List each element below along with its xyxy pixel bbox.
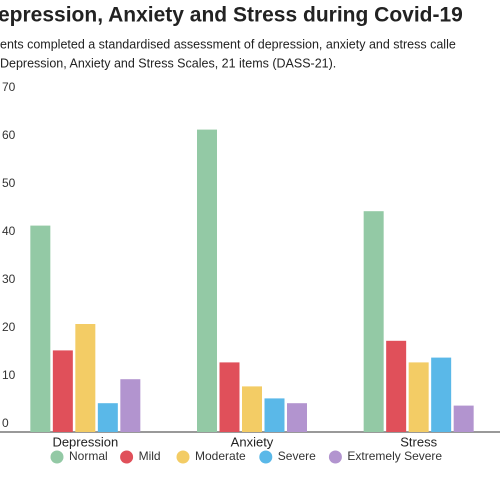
bar [363, 211, 384, 432]
bar [264, 398, 285, 432]
legend-label: Extremely Severe [347, 449, 442, 463]
bar [242, 386, 262, 432]
legend-swatch [259, 450, 273, 464]
y-tick-label: 10 [2, 368, 16, 382]
bar [453, 405, 474, 432]
bar [197, 129, 217, 432]
chart-subtitle: ents completed a standardised assessment… [0, 37, 456, 51]
y-tick-label: 20 [2, 320, 16, 334]
legend-label: Normal [69, 449, 108, 463]
x-tick-label: Depression [52, 434, 118, 449]
bar [97, 403, 118, 432]
legend-label: Mild [139, 449, 161, 463]
bar [431, 357, 452, 432]
y-tick-label: 60 [2, 128, 16, 142]
y-tick-label: 0 [2, 416, 9, 430]
bar [75, 324, 96, 432]
legend-swatch [328, 450, 342, 464]
x-tick-label: Stress [400, 434, 437, 449]
x-tick-label: Anxiety [231, 434, 274, 449]
chart-subtitle: Depression, Anxiety and Stress Scales, 2… [0, 56, 336, 70]
bar [287, 403, 307, 432]
y-tick-label: 40 [2, 224, 16, 238]
legend-label: Severe [278, 449, 316, 463]
chart-title: epression, Anxiety and Stress during Cov… [0, 4, 463, 27]
legend-swatch [50, 450, 64, 464]
legend-swatch [176, 450, 190, 464]
legend-label: Moderate [195, 449, 246, 463]
bar [408, 362, 429, 432]
y-tick-label: 30 [2, 272, 16, 286]
bar [120, 379, 141, 432]
y-tick-label: 70 [2, 80, 16, 94]
bar [30, 225, 51, 432]
bar [52, 350, 73, 432]
bar [219, 362, 240, 432]
bar [386, 340, 407, 432]
y-tick-label: 50 [2, 176, 16, 190]
legend-swatch [120, 450, 134, 464]
